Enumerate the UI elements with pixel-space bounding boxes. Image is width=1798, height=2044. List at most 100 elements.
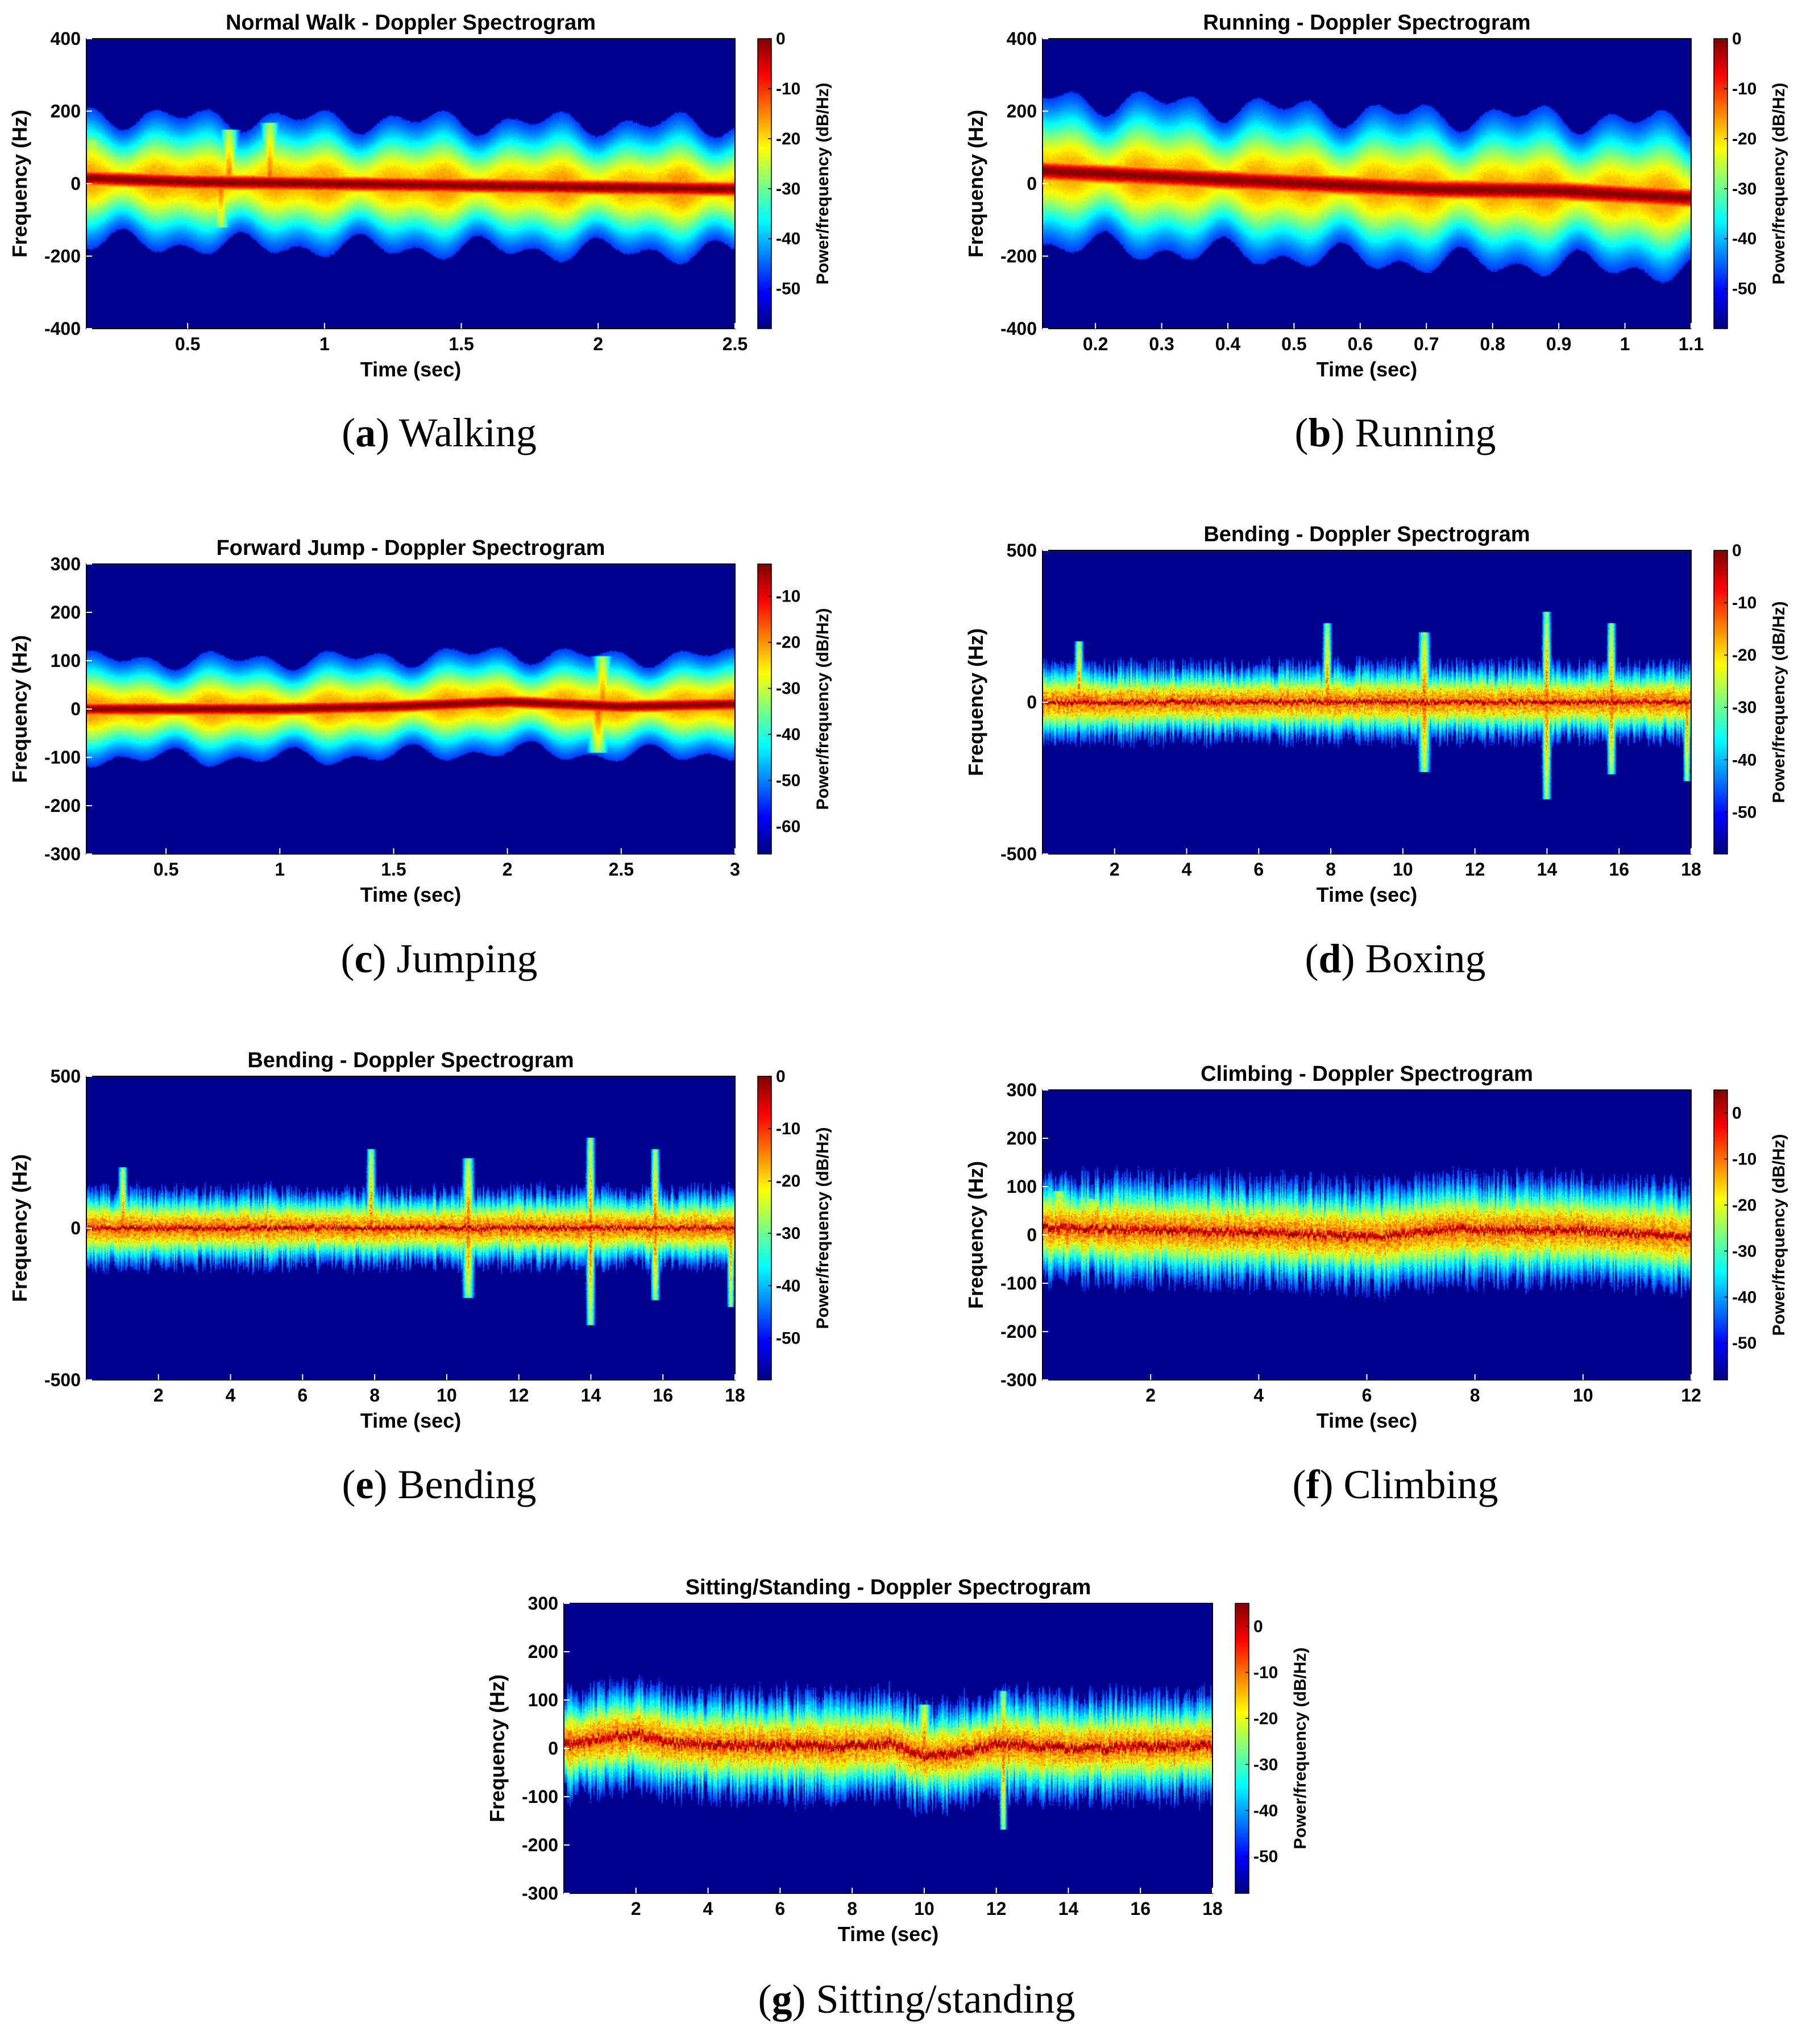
colorbar-tick-label: -30 bbox=[1732, 698, 1757, 717]
subplot-b: Running - Doppler Spectrogram 0.2 0.3 0.4 0.… bbox=[964, 11, 1788, 455]
x-tick-label: 14 bbox=[581, 1385, 601, 1405]
x-axis-label: Time (sec) bbox=[838, 1922, 939, 1946]
colorbar-tick-label: -40 bbox=[776, 1276, 800, 1295]
y-tick-label: 0 bbox=[70, 173, 81, 194]
x-tick-label: 6 bbox=[1362, 1385, 1372, 1405]
colorbar-tick-label: -30 bbox=[776, 180, 800, 198]
subfigure-caption: (b) Running bbox=[1294, 410, 1496, 455]
y-axis-label: Frequency (Hz) bbox=[8, 1154, 31, 1302]
x-tick-label: 1.1 bbox=[1679, 334, 1704, 354]
x-tick-label: 2 bbox=[503, 859, 513, 880]
plot-title: Bending - Doppler Spectrogram bbox=[247, 1048, 574, 1072]
x-tick-label: 1.5 bbox=[449, 334, 474, 354]
colorbar-tick-label: -30 bbox=[1732, 180, 1757, 198]
x-tick-label: 12 bbox=[1465, 859, 1485, 880]
caption-text: Running bbox=[1355, 410, 1496, 455]
x-tick-label: 8 bbox=[1470, 1385, 1480, 1405]
spectrogram-heatmap bbox=[1043, 39, 1691, 329]
y-tick-label: -200 bbox=[522, 1835, 558, 1855]
x-tick-label: 16 bbox=[653, 1385, 673, 1405]
x-tick-label: 2.5 bbox=[722, 334, 748, 354]
subfigure-caption: (f) Climbing bbox=[1293, 1462, 1498, 1507]
y-tick-label: 0 bbox=[1027, 1225, 1037, 1245]
colorbar-tick-label: -40 bbox=[1732, 751, 1757, 769]
caption-letter: c bbox=[355, 936, 373, 981]
colorbar-label: Power/frequency (dB/Hz) bbox=[813, 82, 832, 284]
y-tick-label: 0 bbox=[70, 699, 81, 719]
colorbar-tick-label: -50 bbox=[1732, 803, 1757, 822]
colorbar-tick-label: 0 bbox=[776, 30, 786, 48]
x-axis-label: Time (sec) bbox=[360, 1409, 461, 1432]
x-axis-label: Time (sec) bbox=[1317, 358, 1417, 381]
x-tick-label: 10 bbox=[437, 1385, 457, 1405]
colorbar-tick-label: -50 bbox=[1732, 280, 1757, 298]
colorbar-tick-label: -60 bbox=[776, 817, 800, 836]
y-tick-label: 300 bbox=[1007, 1080, 1037, 1100]
colorbar-tick-label: -20 bbox=[776, 130, 800, 148]
y-tick-label: 200 bbox=[51, 602, 81, 623]
x-tick-label: 0.9 bbox=[1546, 334, 1571, 354]
spectrogram-heatmap bbox=[1043, 550, 1691, 854]
colorbar-label: Power/frequency (dB/Hz) bbox=[813, 608, 832, 810]
colorbar-tick-label: -20 bbox=[776, 1172, 800, 1191]
x-tick-label: 0.7 bbox=[1414, 334, 1439, 354]
x-tick-label: 8 bbox=[1326, 859, 1336, 880]
caption-letter: e bbox=[356, 1462, 374, 1507]
x-tick-label: 12 bbox=[986, 1898, 1007, 1919]
x-tick-label: 10 bbox=[914, 1898, 935, 1919]
subfigure-caption: (d) Boxing bbox=[1305, 936, 1485, 981]
colorbar-tick-label: -50 bbox=[1253, 1847, 1278, 1866]
y-tick-label: 0 bbox=[1027, 173, 1037, 194]
y-tick-label: 0 bbox=[70, 1218, 81, 1238]
y-axis-label: Frequency (Hz) bbox=[964, 628, 987, 776]
y-tick-label: 100 bbox=[51, 650, 81, 671]
y-tick-label: 300 bbox=[528, 1593, 558, 1614]
x-tick-label: 1 bbox=[275, 859, 285, 880]
y-tick-label: 100 bbox=[528, 1690, 558, 1710]
y-tick-label: -300 bbox=[1000, 1370, 1037, 1390]
colorbar-tick-label: -50 bbox=[1732, 1334, 1757, 1353]
colorbar-tick-label: -30 bbox=[776, 679, 800, 698]
x-axis-label: Time (sec) bbox=[1317, 1409, 1417, 1432]
colorbar bbox=[758, 39, 771, 329]
plot-title: Bending - Doppler Spectrogram bbox=[1203, 523, 1530, 546]
x-tick-label: 0.5 bbox=[1281, 334, 1306, 354]
spectrogram-heatmap bbox=[86, 564, 735, 854]
colorbar-tick-label: -50 bbox=[776, 771, 800, 790]
x-tick-label: 16 bbox=[1130, 1898, 1151, 1919]
colorbar bbox=[1235, 1603, 1249, 1893]
colorbar-tick-label: 0 bbox=[1732, 30, 1742, 48]
colorbar-tick-label: -30 bbox=[1253, 1755, 1278, 1774]
colorbar-frame bbox=[757, 38, 772, 329]
caption-letter: d bbox=[1318, 936, 1341, 981]
colorbar bbox=[758, 1076, 771, 1380]
y-tick-label: -100 bbox=[522, 1786, 558, 1807]
plot-title: Sitting/Standing - Doppler Spectrogram bbox=[686, 1576, 1091, 1599]
y-tick-label: 0 bbox=[548, 1738, 558, 1759]
x-axis-label: Time (sec) bbox=[360, 358, 461, 381]
x-tick-label: 2.5 bbox=[609, 859, 634, 880]
y-tick-label: -200 bbox=[44, 795, 81, 816]
x-tick-label: 6 bbox=[1253, 859, 1264, 880]
colorbar-frame bbox=[1235, 1603, 1249, 1894]
y-tick-label: -100 bbox=[1000, 1273, 1037, 1293]
caption-letter: f bbox=[1306, 1462, 1320, 1507]
y-tick-label: 200 bbox=[1007, 1128, 1037, 1149]
subplot-d: Bending - Doppler Spectrogram 2 4 6 8 10 12 14 1… bbox=[964, 523, 1788, 981]
x-tick-label: 0.5 bbox=[175, 334, 200, 354]
colorbar-tick-label: -10 bbox=[776, 587, 800, 606]
x-tick-label: 12 bbox=[509, 1385, 529, 1405]
y-axis-label: Frequency (Hz) bbox=[964, 1161, 987, 1309]
colorbar-tick-label: -10 bbox=[1253, 1663, 1278, 1682]
colorbar-tick-label: 0 bbox=[1732, 1104, 1742, 1122]
y-tick-label: 500 bbox=[51, 1066, 81, 1087]
y-tick-label: -200 bbox=[44, 246, 81, 267]
x-tick-label: 6 bbox=[775, 1898, 785, 1919]
y-axis-label: Frequency (Hz) bbox=[8, 110, 31, 258]
x-tick-label: 2 bbox=[1110, 859, 1120, 880]
subfigure-caption: (a) Walking bbox=[342, 410, 537, 455]
y-tick-label: -400 bbox=[1000, 318, 1037, 339]
plot-title: Normal Walk - Doppler Spectrogram bbox=[226, 11, 596, 35]
y-tick-label: -300 bbox=[522, 1883, 558, 1904]
colorbar-tick-label: 0 bbox=[1732, 541, 1742, 560]
